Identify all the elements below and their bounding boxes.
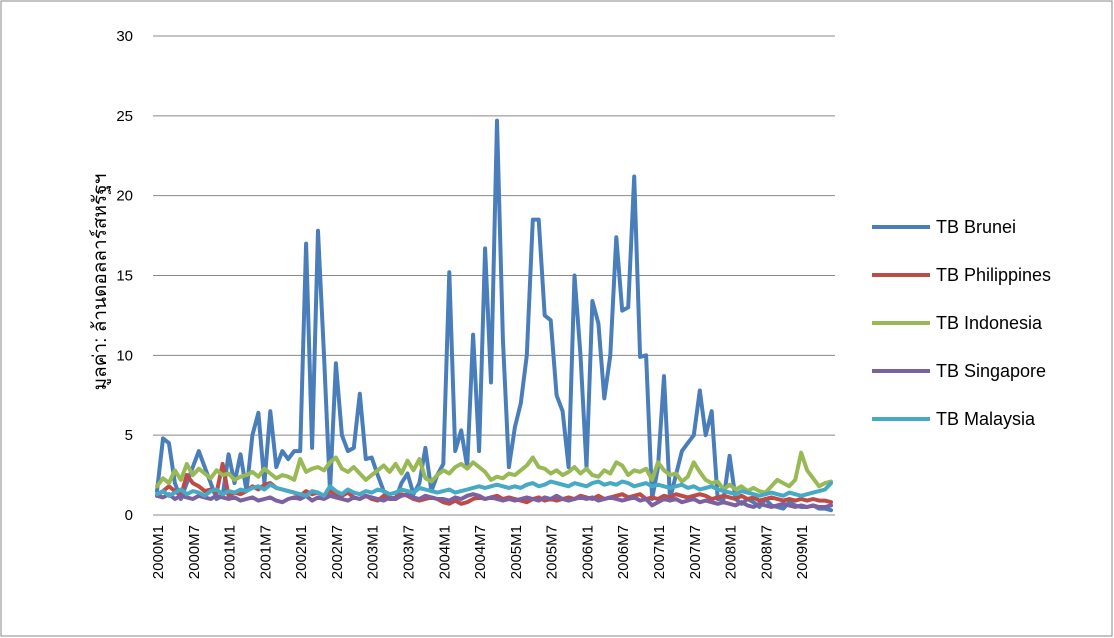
x-tick-label: 2001M7 <box>257 525 274 579</box>
legend-label: TB Philippines <box>936 265 1051 285</box>
x-tick-label: 2003M7 <box>401 525 418 579</box>
page: มูลค่า: ล้านดอลลาร์สหรัฐฯ 0 5 10 15 20 25 30 20… <box>0 0 1114 638</box>
x-tick-label: 2008M7 <box>758 525 775 579</box>
x-tick-label: 2009M1 <box>794 525 811 579</box>
x-tick-label: 2001M1 <box>222 525 239 579</box>
x-tick-label: 2003M1 <box>365 525 382 579</box>
x-tick-label: 2000M7 <box>186 525 203 579</box>
x-tick-label: 2004M1 <box>436 525 453 579</box>
x-tick-label: 2006M7 <box>615 525 632 579</box>
x-tick-label: 2007M7 <box>687 525 704 579</box>
legend-label: TB Singapore <box>936 361 1046 381</box>
x-tick-label: 2000M1 <box>150 525 167 579</box>
x-tick-label: 2004M7 <box>472 525 489 579</box>
y-tick-label: 0 <box>125 507 133 524</box>
x-tick-label: 2008M1 <box>723 525 740 579</box>
legend-label: TB Indonesia <box>936 313 1043 333</box>
y-tick-label: 5 <box>125 427 133 444</box>
x-tick-label: 2002M1 <box>293 525 310 579</box>
x-tick-label: 2005M1 <box>508 525 525 579</box>
y-tick-label: 10 <box>116 347 133 364</box>
x-tick-label: 2002M7 <box>329 525 346 579</box>
x-tick-label: 2005M7 <box>544 525 561 579</box>
legend-label: TB Malaysia <box>936 409 1036 429</box>
y-axis-title: มูลค่า: ล้านดอลลาร์สหรัฐฯ <box>89 174 111 391</box>
chart: มูลค่า: ล้านดอลลาร์สหรัฐฯ 0 5 10 15 20 25 30 20… <box>0 0 1114 638</box>
y-tick-label: 25 <box>116 108 133 125</box>
y-tick-label: 30 <box>116 28 133 45</box>
legend-label: TB Brunei <box>936 217 1016 237</box>
y-tick-label: 20 <box>116 188 133 205</box>
y-tick-label: 15 <box>116 268 133 285</box>
x-tick-label: 2006M1 <box>579 525 596 579</box>
x-tick-label: 2007M1 <box>651 525 668 579</box>
